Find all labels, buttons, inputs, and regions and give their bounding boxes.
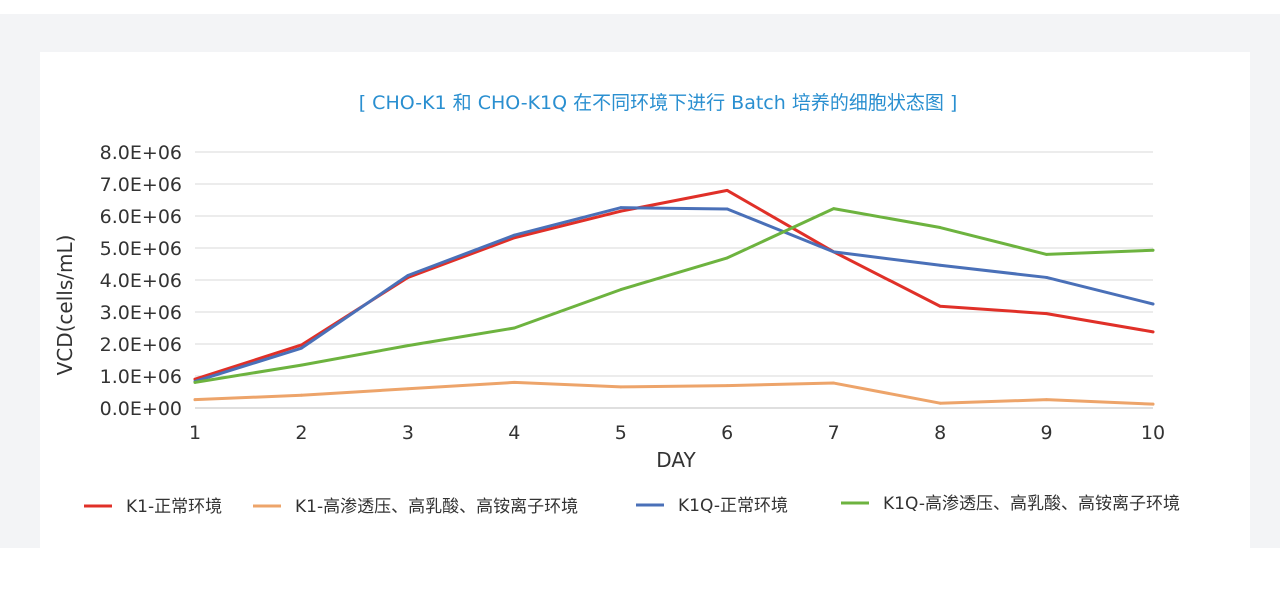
data-point [300,363,303,367]
data-point [512,326,516,330]
series [193,188,1155,406]
data-point [406,274,410,277]
legend-label: K1Q-高渗透压、高乳酸、高铵离子环境 [883,494,1180,514]
x-tick-label: 4 [508,422,520,444]
data-point [193,398,197,402]
y-tick-label: 8.0E+06 [100,142,182,164]
y-tick-label: 4.0E+06 [100,270,182,292]
x-tick-label: 1 [189,422,201,444]
legend-label: K1-高渗透压、高乳酸、高铵离子环境 [295,497,578,517]
y-tick-label: 0.0E+00 [100,398,182,420]
data-point [300,393,303,397]
data-point [725,384,729,387]
series-line-1 [193,188,1155,381]
legend: K1-正常环境 K1-高渗透压、高乳酸、高铵离子环境 K1Q-正常环境 K1Q-高渗透… [84,494,1180,517]
y-tick-label: 1.0E+06 [100,366,182,388]
x-tick-label: 3 [402,422,414,444]
data-point [1151,402,1155,406]
data-point [938,304,942,308]
data-point [1151,248,1155,252]
x-tick-label: 7 [828,422,840,444]
y-tick-label: 2.0E+06 [100,334,182,356]
data-point [406,344,410,347]
legend-label: K1-正常环境 [126,497,222,517]
x-tick-label: 5 [615,422,627,444]
data-point [512,381,516,384]
data-point [938,401,942,405]
x-tick-label: 2 [295,422,307,444]
data-point [832,381,836,385]
y-tick-label: 7.0E+06 [100,174,182,196]
data-point [1045,312,1048,315]
data-point [193,381,197,384]
data-point [619,209,623,213]
data-point [512,233,516,237]
y-tick-label: 6.0E+06 [100,206,182,228]
data-point [938,263,942,267]
chart-card: [ CHO-K1 和 CHO-K1Q 在不同环境下进行 Batch 培养的细胞状… [40,52,1250,555]
x-axis-label: DAY [656,448,696,472]
data-point [832,207,836,211]
data-point [725,256,729,260]
data-point [832,250,836,254]
data-point [406,387,410,391]
x-axis-ticks: 1 2 3 4 5 6 7 8 9 10 [189,422,1165,444]
data-point [300,343,303,347]
x-tick-label: 8 [934,422,946,444]
data-point [619,206,623,210]
data-point [725,189,729,192]
y-axis-ticks: 0.0E+00 1.0E+06 2.0E+06 3.0E+06 4.0E+06 5.0E+… [100,142,182,420]
y-axis-label: VCD(cells/mL) [53,235,77,376]
data-point [1045,253,1048,256]
legend-label: K1Q-正常环境 [678,496,788,516]
x-tick-label: 10 [1141,422,1165,444]
line-chart: [ CHO-K1 和 CHO-K1Q 在不同环境下进行 Batch 培养的细胞状… [53,92,1180,517]
data-point [300,346,303,350]
data-point [1045,276,1048,279]
grid [195,151,1153,409]
data-point [619,385,623,389]
x-tick-label: 6 [721,422,733,444]
series-line-3 [193,206,1155,383]
chart-title: [ CHO-K1 和 CHO-K1Q 在不同环境下进行 Batch 培养的细胞状… [359,92,958,114]
data-point [938,226,942,229]
y-tick-label: 5.0E+06 [100,238,182,260]
series-line-4 [193,207,1155,384]
data-point [1151,302,1155,306]
data-point [1151,330,1155,334]
page-background: [ CHO-K1 和 CHO-K1Q 在不同环境下进行 Batch 培养的细胞状… [0,14,1280,555]
series-line-2 [193,380,1155,406]
data-point [725,207,729,211]
y-tick-label: 3.0E+06 [100,302,182,324]
data-point [619,288,623,291]
data-point [1045,398,1048,402]
x-tick-label: 9 [1041,422,1053,444]
